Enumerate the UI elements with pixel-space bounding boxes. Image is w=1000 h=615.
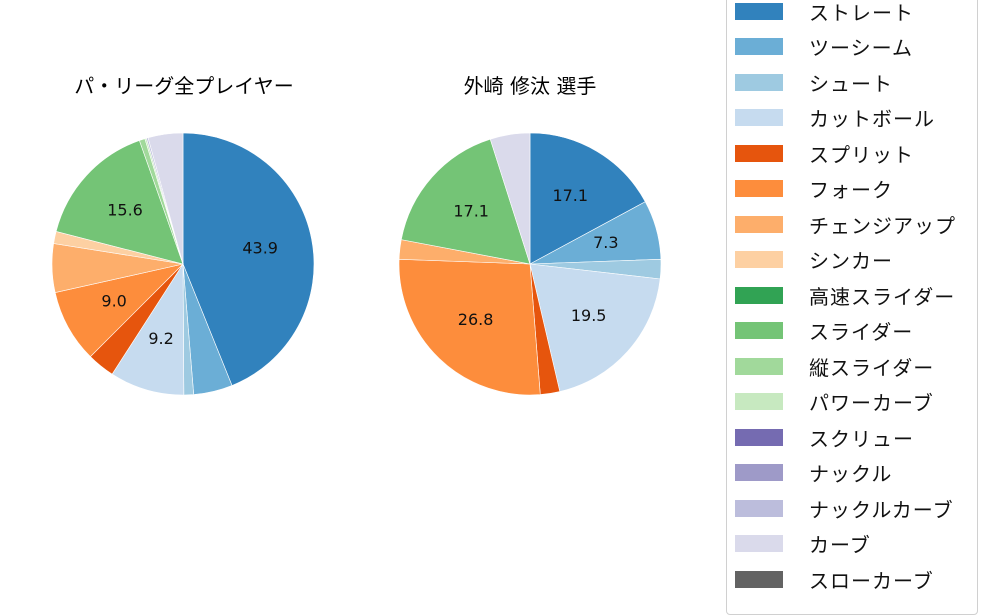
legend-item: ナックル (735, 461, 893, 486)
legend-label: 縦スライダー (809, 355, 935, 380)
legend-label: チェンジアップ (809, 213, 956, 238)
legend-item: スクリュー (735, 425, 914, 451)
legend-item: カットボール (735, 106, 935, 131)
legend-label: 高速スライダー (809, 284, 956, 309)
legend-swatch (735, 322, 783, 339)
legend-swatch (735, 180, 783, 197)
slice-percent-label: 9.0 (101, 291, 126, 310)
slice-percent-label: 7.3 (593, 233, 618, 252)
legend-swatch (735, 428, 783, 446)
pie-slice (55, 140, 184, 265)
legend-swatch (735, 109, 783, 126)
legend-swatch (735, 73, 783, 91)
legend-item: スローカーブ (735, 567, 934, 593)
legend-swatch (735, 251, 783, 268)
legend-label: ツーシーム (809, 36, 913, 60)
legend-label: カーブ (809, 533, 871, 557)
legend-swatch (735, 38, 783, 55)
chart-title-player: 外崎 修汰 選手 (463, 74, 597, 98)
legend-label: カットボール (809, 107, 935, 131)
legend-item: シンカー (735, 248, 893, 273)
pie-slice (400, 138, 531, 265)
legend-item: スライダー (735, 319, 914, 344)
legend-swatch (735, 393, 783, 410)
legend-item: シュート (735, 70, 893, 96)
legend-label: スローカーブ (809, 568, 934, 593)
legend-item: 高速スライダー (735, 283, 956, 309)
pie-slice (489, 132, 531, 265)
legend: ストレートツーシームシュートカットボール スプリットフォークチェンジアップ シンカー… (726, 0, 978, 615)
legend-item: チェンジアップ (735, 212, 956, 238)
legend-label: ナックル (809, 462, 893, 486)
slice-percent-label: 17.1 (453, 201, 489, 220)
legend-item: 縦スライダー (735, 354, 935, 380)
pie-slice (182, 132, 315, 386)
slice-percent-label: 26.8 (458, 310, 494, 329)
legend-label: ナックルカーブ (809, 497, 954, 522)
pie-chart-player: 17.1 7.3 19.5 26.8 17.1 (398, 132, 662, 396)
pie-chart-league: 43.9 9.2 9.0 15.6 (51, 132, 315, 396)
legend-label: フォーク (809, 178, 893, 202)
legend-swatch (735, 357, 783, 375)
legend-label: シンカー (809, 249, 893, 273)
chart-title-league: パ・リーグ全プレイヤー (74, 74, 294, 98)
legend-item: ストレート (735, 0, 914, 25)
legend-item: フォーク (735, 177, 893, 202)
legend-label: スライダー (809, 320, 914, 344)
slice-percent-label: 15.6 (107, 200, 143, 219)
pie-slice (529, 132, 646, 265)
legend-item: ナックルカーブ (735, 496, 954, 522)
legend-item: パワーカーブ (735, 390, 934, 415)
legend-swatch (735, 215, 783, 233)
legend-swatch (735, 535, 783, 552)
pie-slice (398, 258, 541, 396)
pie-slice (147, 132, 184, 265)
legend-swatch (735, 2, 783, 20)
legend-swatch (735, 144, 783, 162)
slice-percent-label: 9.2 (148, 329, 173, 348)
legend-label: シュート (809, 71, 893, 96)
pie-slice (529, 263, 661, 392)
legend-label: ストレート (809, 0, 914, 25)
legend-item: ツーシーム (735, 35, 913, 60)
legend-item: カーブ (735, 532, 871, 557)
slice-percent-label: 17.1 (552, 186, 588, 205)
legend-label: パワーカーブ (809, 391, 934, 415)
legend-label: スプリット (809, 142, 914, 167)
slice-percent-label: 43.9 (242, 239, 278, 258)
legend-swatch (735, 464, 783, 481)
legend-item: スプリット (735, 141, 914, 167)
slice-percent-label: 19.5 (571, 306, 607, 325)
legend-label: スクリュー (809, 426, 914, 451)
legend-swatch (735, 499, 783, 517)
legend-swatch (735, 570, 783, 588)
legend-swatch (735, 286, 783, 304)
